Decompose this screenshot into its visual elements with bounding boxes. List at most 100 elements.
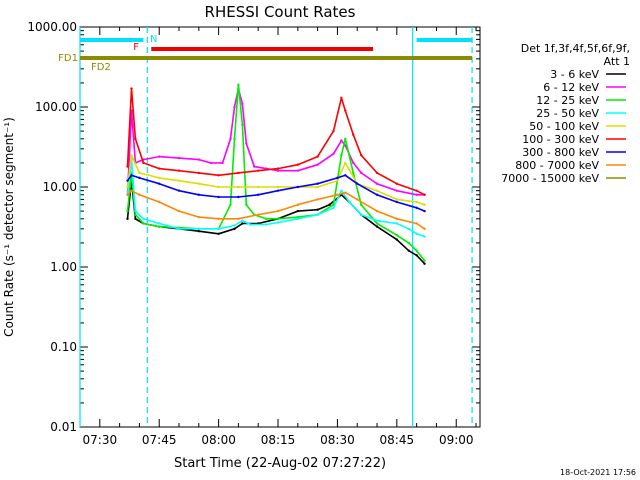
series-point — [415, 200, 418, 204]
series-point — [130, 87, 133, 90]
series-point — [276, 217, 280, 221]
series-point — [276, 209, 280, 213]
series-point — [316, 182, 319, 185]
series-point — [158, 200, 161, 204]
series-point — [177, 169, 181, 172]
series-point — [415, 254, 418, 257]
legend-entry-label: 100 - 300 keV — [522, 133, 599, 146]
series-point — [233, 224, 236, 227]
series-point — [375, 171, 379, 175]
series-point — [375, 219, 379, 222]
legend-entry-label: 300 - 800 keV — [522, 146, 599, 159]
series-point — [316, 155, 319, 158]
series-point — [245, 142, 248, 145]
series-point — [356, 182, 359, 185]
series-point — [249, 223, 252, 226]
series-point — [142, 217, 145, 221]
x-tick-label: 08:45 — [380, 433, 415, 447]
legend-entry-label: 50 - 100 keV — [529, 120, 599, 133]
series-point — [395, 189, 399, 192]
series-point — [328, 203, 331, 206]
series-point — [276, 169, 280, 172]
series-point — [395, 198, 399, 201]
series-point — [253, 165, 256, 168]
series-point — [316, 213, 319, 216]
series-point — [126, 217, 129, 221]
series-point — [142, 222, 145, 225]
series-point — [415, 232, 418, 236]
series-point — [359, 153, 363, 157]
series-point — [217, 227, 220, 231]
series-point — [209, 161, 212, 165]
series-point — [316, 208, 319, 211]
series-point — [241, 222, 244, 225]
series-point — [233, 137, 236, 141]
series-point — [296, 215, 300, 219]
series-line-1 — [126, 87, 425, 196]
series-point — [296, 203, 300, 206]
flag-label-n: N — [150, 34, 157, 45]
series-point — [359, 171, 363, 175]
series-point — [138, 176, 141, 180]
series-point — [395, 200, 399, 204]
series-point — [229, 137, 232, 141]
series-point — [296, 209, 300, 213]
x-axis-label: Start Time (22-Aug-02 07:27:22) — [174, 456, 386, 471]
series-point — [340, 189, 343, 192]
series-point — [423, 262, 426, 265]
series-point — [126, 209, 129, 213]
series-point — [316, 163, 319, 166]
legend-entry-label: 25 - 50 keV — [536, 107, 599, 120]
series-point — [296, 169, 300, 172]
series-point — [352, 161, 355, 165]
series-point — [423, 209, 426, 213]
y-tick-label: 1000.00 — [27, 20, 77, 34]
y-tick-label: 10.00 — [43, 180, 77, 194]
series-point — [276, 189, 280, 192]
series-point — [241, 219, 244, 222]
series-point — [340, 96, 343, 100]
series-point — [407, 227, 410, 231]
series-point — [276, 185, 280, 189]
series-point — [138, 193, 141, 196]
series-point — [407, 241, 410, 245]
series-point — [233, 105, 236, 109]
series-point — [344, 137, 347, 141]
series-point — [423, 193, 426, 196]
series-point — [134, 209, 137, 213]
series-point — [130, 153, 133, 157]
series-point — [237, 185, 240, 189]
series-point — [126, 193, 129, 196]
y-tick-label: 0.10 — [50, 340, 77, 354]
series-point — [197, 158, 201, 161]
series-point — [197, 227, 201, 231]
series-point — [375, 222, 379, 225]
legend-entry-label: 800 - 7000 keV — [515, 159, 599, 172]
series-point — [375, 209, 379, 213]
series-point — [423, 227, 426, 231]
series-point — [158, 222, 161, 225]
series-point — [276, 221, 280, 224]
series-point — [352, 133, 355, 136]
legend-entry-label: 3 - 6 keV — [550, 68, 599, 81]
series-point — [217, 185, 220, 189]
series-point — [126, 185, 129, 189]
series-point — [344, 174, 347, 177]
flag-label-fd1: FD1 — [58, 53, 78, 64]
series-point — [241, 123, 244, 126]
series-point — [217, 217, 220, 221]
y-tick-label: 0.01 — [50, 420, 77, 434]
series-point — [177, 179, 181, 182]
series-point — [158, 176, 161, 180]
series-point — [415, 189, 418, 192]
series-point — [423, 259, 426, 262]
series-point — [344, 161, 347, 165]
series-point — [395, 233, 399, 237]
flag-label-fd2: FD2 — [91, 62, 111, 73]
series-point — [344, 191, 347, 194]
series-point — [336, 193, 339, 196]
series-point — [257, 169, 260, 172]
series-point — [138, 171, 141, 175]
series-point — [241, 102, 244, 105]
